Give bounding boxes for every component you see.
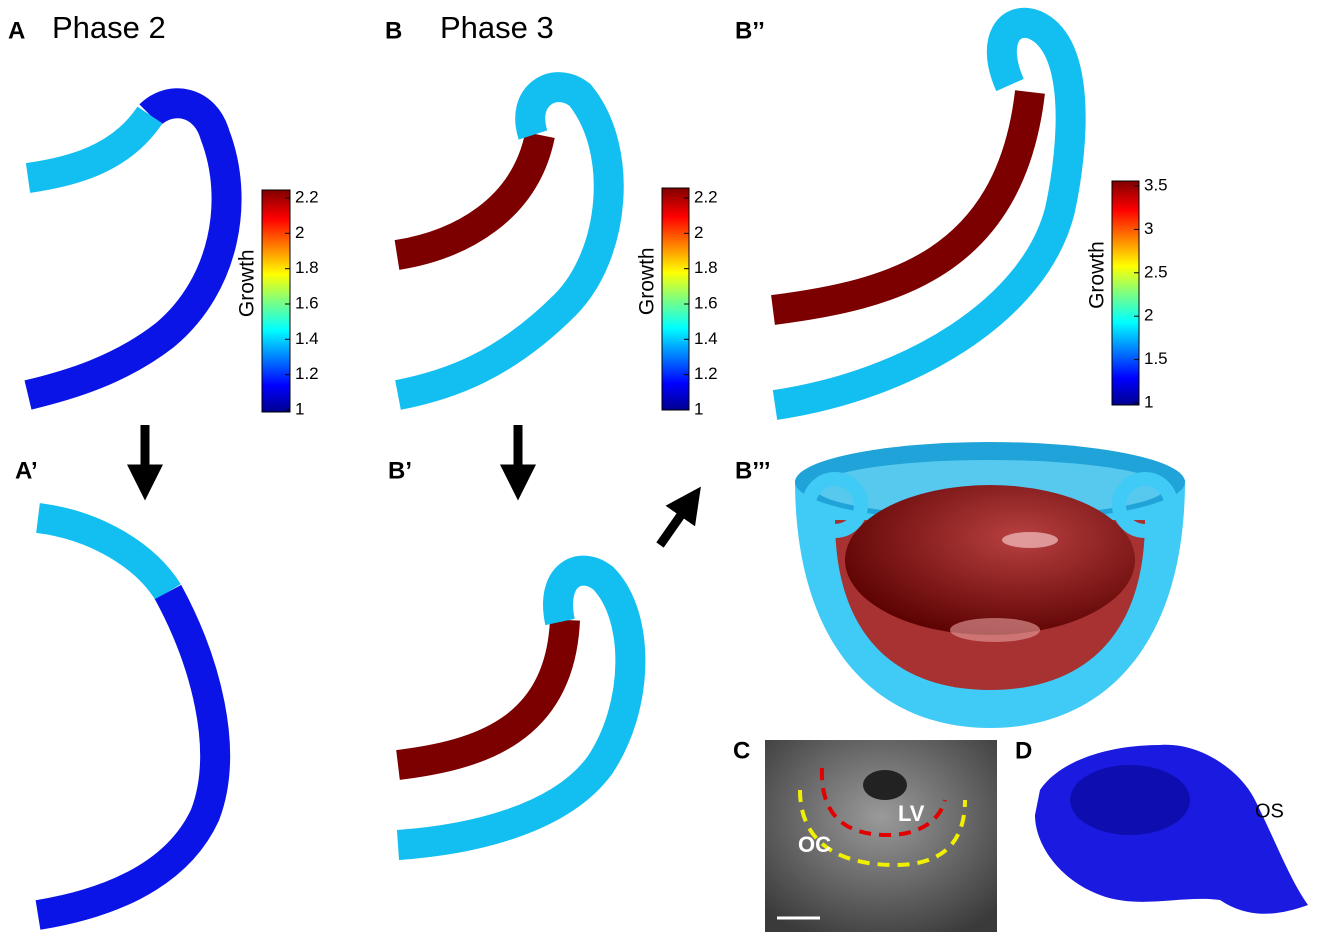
colorbar-tick-label: 2 (295, 223, 304, 242)
panel-label: B (385, 17, 402, 44)
colorbar-title: Growth (636, 247, 659, 315)
3d-model (1035, 745, 1308, 914)
colorbar-tick-label: 1 (295, 399, 304, 418)
colorbar (1112, 181, 1139, 405)
panel-label: A’ (15, 457, 38, 484)
colorbar-tick-label: 2.2 (694, 187, 718, 206)
panel-label: A (8, 17, 25, 44)
colorbar (262, 190, 290, 412)
colorbar-tick-label: 3 (1144, 219, 1153, 238)
figure: A Phase 2 B Phase 3 B’’ A’ B’ B’’’ C D L… (0, 0, 1326, 936)
colorbar-tick-label: 2.2 (295, 187, 319, 206)
colorbar-tick-label: 1.2 (694, 364, 718, 383)
tissue-shape (38, 518, 168, 592)
panel-label: B’’ (735, 17, 765, 44)
panel-label: B’’’ (735, 457, 771, 484)
colorbar-tick-label: 1.2 (295, 364, 319, 383)
bowl-3d (795, 442, 1185, 728)
colorbar-tick-label: 1.5 (1144, 349, 1168, 368)
colorbar-tick-label: 1.4 (295, 329, 319, 348)
colorbar-tick-label: 2.5 (1144, 262, 1168, 281)
arrow (660, 505, 688, 545)
colorbar-tick-label: 1.8 (295, 258, 319, 277)
annotation: LV (898, 801, 925, 826)
colorbar-tick-label: 1.4 (694, 329, 718, 348)
colorbar-tick-label: 1.6 (694, 293, 718, 312)
colorbar-tick-label: 1.8 (694, 258, 718, 277)
colorbar-tick-label: 1.6 (295, 293, 319, 312)
colorbar-tick-label: 2 (1144, 306, 1153, 325)
annotation: OS (1255, 800, 1284, 822)
panel-label: C (733, 737, 750, 764)
colorbar (662, 188, 689, 410)
colorbar-tick-label: 2 (694, 223, 703, 242)
panel-title: Phase 2 (52, 10, 166, 45)
panel-label: B’ (388, 457, 412, 484)
annotation: OC (798, 832, 831, 857)
tissue-shape (775, 23, 1071, 405)
lumen (863, 770, 907, 800)
tissue-shape (773, 92, 1030, 310)
tissue-shape (398, 620, 565, 765)
tissue-shape (28, 115, 150, 178)
colorbar-tick-label: 1 (1144, 392, 1153, 411)
colorbar-title: Growth (1086, 241, 1109, 309)
colorbar-title: Growth (236, 249, 259, 317)
tissue-shape (397, 135, 540, 255)
colorbar-tick-label: 3.5 (1144, 175, 1168, 194)
panel-title: Phase 3 (440, 10, 554, 45)
3d-model-shade (1070, 765, 1190, 835)
colorbar-tick-label: 1 (694, 399, 703, 418)
panel-label: D (1015, 737, 1032, 764)
tissue-shape (38, 592, 215, 915)
